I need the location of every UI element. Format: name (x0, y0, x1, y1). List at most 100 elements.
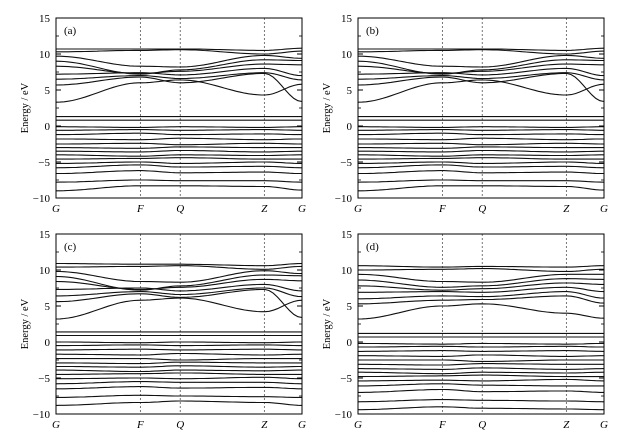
kpoint-label: F (438, 203, 446, 215)
band-line (358, 354, 604, 357)
band-line (358, 378, 605, 382)
band-line (55, 59, 302, 75)
band-line (55, 297, 303, 320)
kpoint-label: Q (176, 203, 184, 215)
band-line (358, 126, 604, 128)
y-tick-label: 0 (347, 337, 353, 349)
y-tick-label: −10 (33, 193, 51, 205)
band-line (55, 63, 302, 74)
band-line (358, 47, 605, 51)
y-tick-label: 15 (341, 13, 353, 25)
band-line (55, 278, 302, 290)
band-line (56, 161, 302, 164)
y-tick-label: −5 (340, 373, 352, 385)
y-axis-title: Energy / eV (322, 298, 333, 349)
band-line (357, 399, 605, 403)
band-line (56, 372, 302, 375)
band-line (358, 137, 604, 141)
y-tick-label: 10 (39, 265, 51, 277)
band-line (56, 67, 303, 77)
band-line (358, 132, 604, 136)
kpoint-label: Z (563, 419, 570, 431)
band-line (55, 381, 303, 385)
band-line (56, 341, 302, 344)
band-line (56, 47, 303, 51)
y-tick-label: 15 (39, 13, 51, 25)
panel-label: (a) (64, 25, 77, 37)
band-line (358, 154, 604, 157)
band-line (358, 374, 604, 378)
band-line (358, 388, 604, 393)
kpoint-label: G (600, 203, 608, 215)
band-line (358, 371, 605, 375)
y-tick-label: 15 (39, 229, 51, 241)
plot-frame (357, 17, 605, 199)
band-line (56, 361, 302, 365)
band-line (358, 383, 604, 387)
y-tick-label: −10 (335, 193, 353, 205)
band-line (358, 359, 604, 362)
band-line (358, 157, 604, 160)
band-line (56, 262, 303, 267)
band-line (56, 49, 303, 55)
band-line (56, 137, 302, 141)
band-line (358, 142, 604, 146)
kpoint-label: G (600, 419, 608, 431)
band-line (56, 344, 302, 347)
band-line (358, 161, 604, 164)
band-line (55, 79, 303, 103)
band-line (56, 386, 302, 390)
kpoint-label: F (136, 419, 144, 431)
y-tick-label: −10 (335, 409, 353, 421)
panel-label: (b) (366, 25, 379, 37)
kpoint-label: G (354, 203, 362, 215)
band-line (357, 72, 605, 103)
band-line (358, 367, 605, 370)
band-line (358, 286, 605, 293)
kpoint-label: G (298, 419, 306, 431)
band-line (358, 295, 605, 305)
band-line (358, 149, 604, 153)
band-line (358, 185, 605, 192)
y-tick-label: 15 (341, 229, 353, 241)
band-line (56, 157, 302, 160)
band-line (56, 358, 302, 361)
y-tick-label: 0 (45, 121, 51, 133)
band-line (56, 283, 303, 292)
band-line (56, 265, 303, 270)
band-line (56, 287, 303, 298)
band-line (357, 164, 605, 169)
kpoint-label: G (298, 203, 306, 215)
band-line (358, 406, 604, 411)
y-axis-title: Energy / eV (20, 298, 31, 349)
band-line (55, 270, 303, 283)
kpoint-label: Q (478, 203, 486, 215)
band-line (56, 129, 302, 131)
kpoint-label: Q (478, 419, 486, 431)
kpoint-label: G (52, 419, 60, 431)
y-axis-title: Energy / eV (20, 82, 31, 133)
kpoint-label: F (136, 203, 144, 215)
band-line (358, 350, 605, 352)
band-line (358, 345, 604, 348)
band-line (358, 49, 605, 55)
band-line (56, 348, 302, 351)
band-line (55, 288, 303, 319)
band-line (56, 365, 302, 368)
y-tick-label: 5 (347, 85, 353, 97)
y-tick-label: 5 (347, 301, 353, 313)
kpoint-label: Q (176, 419, 184, 431)
band-line (357, 273, 604, 283)
band-line (358, 67, 605, 77)
band-line (358, 278, 605, 288)
band-line (358, 129, 604, 131)
y-tick-label: −5 (38, 373, 50, 385)
band-line (56, 54, 303, 68)
panel-label: (c) (64, 241, 77, 253)
band-line (56, 132, 302, 136)
band-line (358, 170, 604, 175)
kpoint-label: Z (261, 203, 268, 215)
